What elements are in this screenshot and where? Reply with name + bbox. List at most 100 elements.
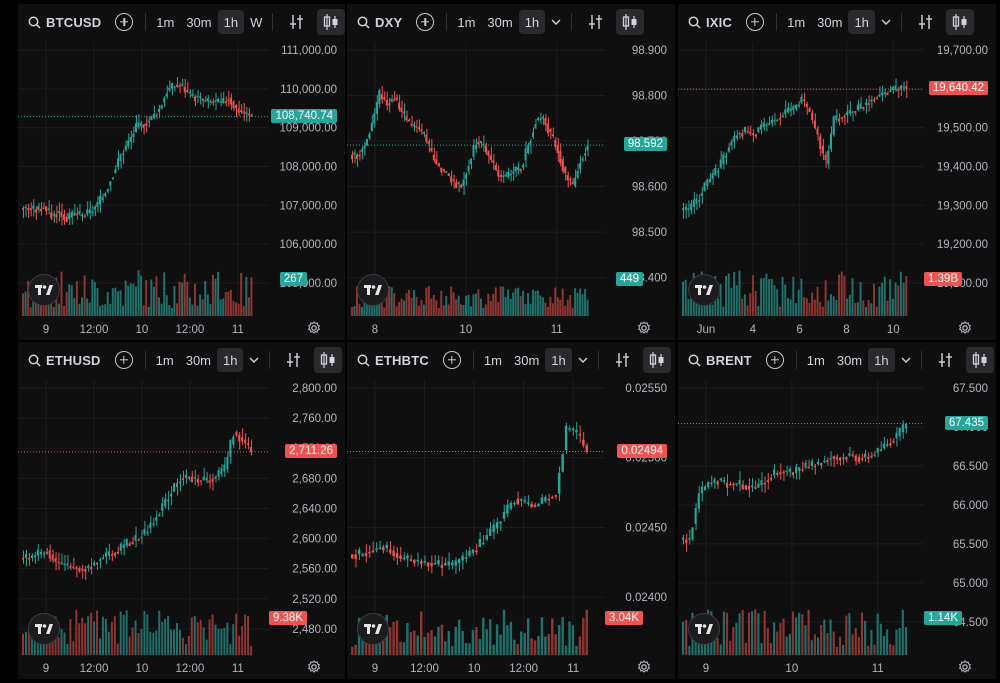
symbol-search[interactable]: ETHBTC <box>347 353 429 368</box>
interval-button-1m[interactable]: 1m <box>787 14 806 30</box>
price-chart[interactable]: 19,700.0019,600.0019,500.0019,400.0019,3… <box>678 4 996 340</box>
volume-bar <box>205 639 208 655</box>
interval-button-30m[interactable]: 30m <box>836 352 863 368</box>
candle-body <box>692 199 695 207</box>
interval-button-30m[interactable]: 30m <box>487 14 513 30</box>
interval-dropdown-chevron-icon[interactable] <box>243 348 265 372</box>
tradingview-logo-icon[interactable] <box>688 274 720 306</box>
settings-gear-icon[interactable] <box>307 321 321 335</box>
candle-body <box>554 495 557 497</box>
interval-button-1m[interactable]: 1m <box>155 352 174 368</box>
interval-button-1h[interactable]: 1h <box>217 348 244 372</box>
settings-gear-icon[interactable] <box>307 660 321 674</box>
interval-button-1h[interactable]: 1h <box>545 348 572 372</box>
symbol-search[interactable]: BTCUSD <box>18 15 101 30</box>
indicators-icon[interactable] <box>609 347 637 373</box>
tradingview-logo-icon[interactable] <box>28 613 60 645</box>
interval-button-30m[interactable]: 30m <box>817 14 843 30</box>
indicators-icon[interactable] <box>280 347 308 373</box>
candle-body <box>800 96 803 103</box>
tradingview-logo-icon[interactable] <box>357 613 389 645</box>
interval-button-1m[interactable]: 1m <box>483 352 502 368</box>
volume-bar <box>539 295 542 316</box>
candle-body <box>454 560 457 566</box>
price-chart[interactable]: 98.90098.80098.70098.60098.50098.4008101… <box>347 4 675 340</box>
settings-gear-icon[interactable] <box>637 660 651 674</box>
indicators-icon[interactable] <box>582 9 610 35</box>
candle-body <box>551 496 554 499</box>
candlestick-chart-type-icon[interactable] <box>642 347 671 373</box>
candlestick-chart-type-icon[interactable] <box>965 347 994 373</box>
interval-button-1m[interactable]: 1m <box>156 14 175 30</box>
indicators-icon[interactable] <box>932 347 960 373</box>
interval-button-w[interactable]: W <box>250 14 263 30</box>
symbol-search[interactable]: ETHUSD <box>18 353 101 368</box>
interval-button-1h[interactable]: 1h <box>217 10 245 34</box>
candle-body <box>820 463 823 466</box>
symbol-search[interactable]: BRENT <box>678 353 752 368</box>
candle-body <box>24 206 27 209</box>
tradingview-logo-icon[interactable] <box>688 613 720 645</box>
interval-dropdown-chevron-icon[interactable] <box>545 10 567 34</box>
indicators-icon[interactable] <box>283 9 311 35</box>
volume-bar <box>561 616 564 655</box>
settings-gear-icon[interactable] <box>958 321 972 335</box>
candlestick-chart-type-icon[interactable] <box>314 347 343 373</box>
interval-button-1m[interactable]: 1m <box>457 14 476 30</box>
candle-body <box>792 106 795 111</box>
candlestick-chart-type-icon[interactable] <box>317 9 345 35</box>
candle-body <box>146 531 149 534</box>
interval-dropdown-chevron-icon[interactable] <box>875 10 897 34</box>
price-chart[interactable]: 67.50067.00066.50066.00065.50065.00064.5… <box>678 342 996 679</box>
compare-add-button[interactable] <box>114 351 133 369</box>
chart-panel-ethbtc[interactable]: ETHBTC 1m 30m 1h 0.02550 0.02500 0.02450 0.0240… <box>347 342 675 679</box>
divider <box>144 351 146 369</box>
compare-add-button[interactable] <box>442 351 461 369</box>
volume-bar <box>533 640 537 655</box>
chart-panel-btcusd[interactable]: BTCUSD 1m 30m 1h W 111,000.00 110,000.00 109,00… <box>18 4 345 340</box>
chart-panel-ixic[interactable]: IXIC 1m 30m 1h19,700.0019,600.0019,500.0019… <box>678 4 996 340</box>
interval-button-30m[interactable]: 30m <box>513 352 540 368</box>
candle-body <box>127 140 130 147</box>
volume-bar <box>226 622 229 655</box>
interval-button-1h[interactable]: 1h <box>518 10 546 34</box>
candle-body <box>427 141 430 144</box>
compare-add-button[interactable] <box>746 13 765 31</box>
candle-body <box>835 456 838 460</box>
interval-button-1h[interactable]: 1h <box>848 10 875 34</box>
candlestick-chart-type-icon[interactable] <box>945 9 974 35</box>
chart-panel-ethusd[interactable]: ETHUSD 1m 30m 1h2,800.002,760.002,720.002,6… <box>18 342 345 679</box>
interval-dropdown-chevron-icon[interactable] <box>895 348 917 372</box>
tradingview-logo-icon[interactable] <box>357 274 389 306</box>
price-chart[interactable]: 2,800.002,760.002,720.002,680.002,640.00… <box>18 342 345 679</box>
interval-button-1m[interactable]: 1m <box>806 352 825 368</box>
interval-button-30m[interactable]: 30m <box>185 352 212 368</box>
volume-bar <box>173 629 176 655</box>
tradingview-logo-icon[interactable] <box>28 274 60 306</box>
candle-body <box>867 103 870 105</box>
settings-gear-icon[interactable] <box>958 660 972 674</box>
candle-body <box>206 98 209 102</box>
candle-body <box>549 129 552 132</box>
indicators-icon[interactable] <box>912 9 940 35</box>
symbol-search[interactable]: IXIC <box>678 15 732 30</box>
candlestick-chart-type-icon[interactable] <box>616 9 645 35</box>
candle-body <box>470 158 472 164</box>
candle-body <box>241 437 244 442</box>
candle-body <box>770 119 773 124</box>
chart-panel-brent[interactable]: BRENT 1m 30m 1h67.50067.00066.50066.00065.5… <box>678 342 996 679</box>
volume-bar <box>829 619 832 655</box>
compare-add-button[interactable] <box>115 13 134 31</box>
chart-panel-dxy[interactable]: DXY 1m 30m 1h98.90098.80098.70098.60098.500… <box>347 4 675 340</box>
compare-add-button[interactable] <box>765 351 784 369</box>
interval-button-1h[interactable]: 1h <box>868 348 895 372</box>
candle-body <box>735 135 738 139</box>
interval-dropdown-chevron-icon[interactable] <box>572 348 594 372</box>
compare-add-button[interactable] <box>416 13 435 31</box>
symbol-search[interactable]: DXY <box>347 15 402 30</box>
price-chart[interactable]: 111,000.00 110,000.00 109,000.00 108,000.00… <box>18 4 345 340</box>
settings-gear-icon[interactable] <box>637 321 651 335</box>
interval-button-30m[interactable]: 30m <box>186 14 212 30</box>
candle-body <box>211 479 214 482</box>
